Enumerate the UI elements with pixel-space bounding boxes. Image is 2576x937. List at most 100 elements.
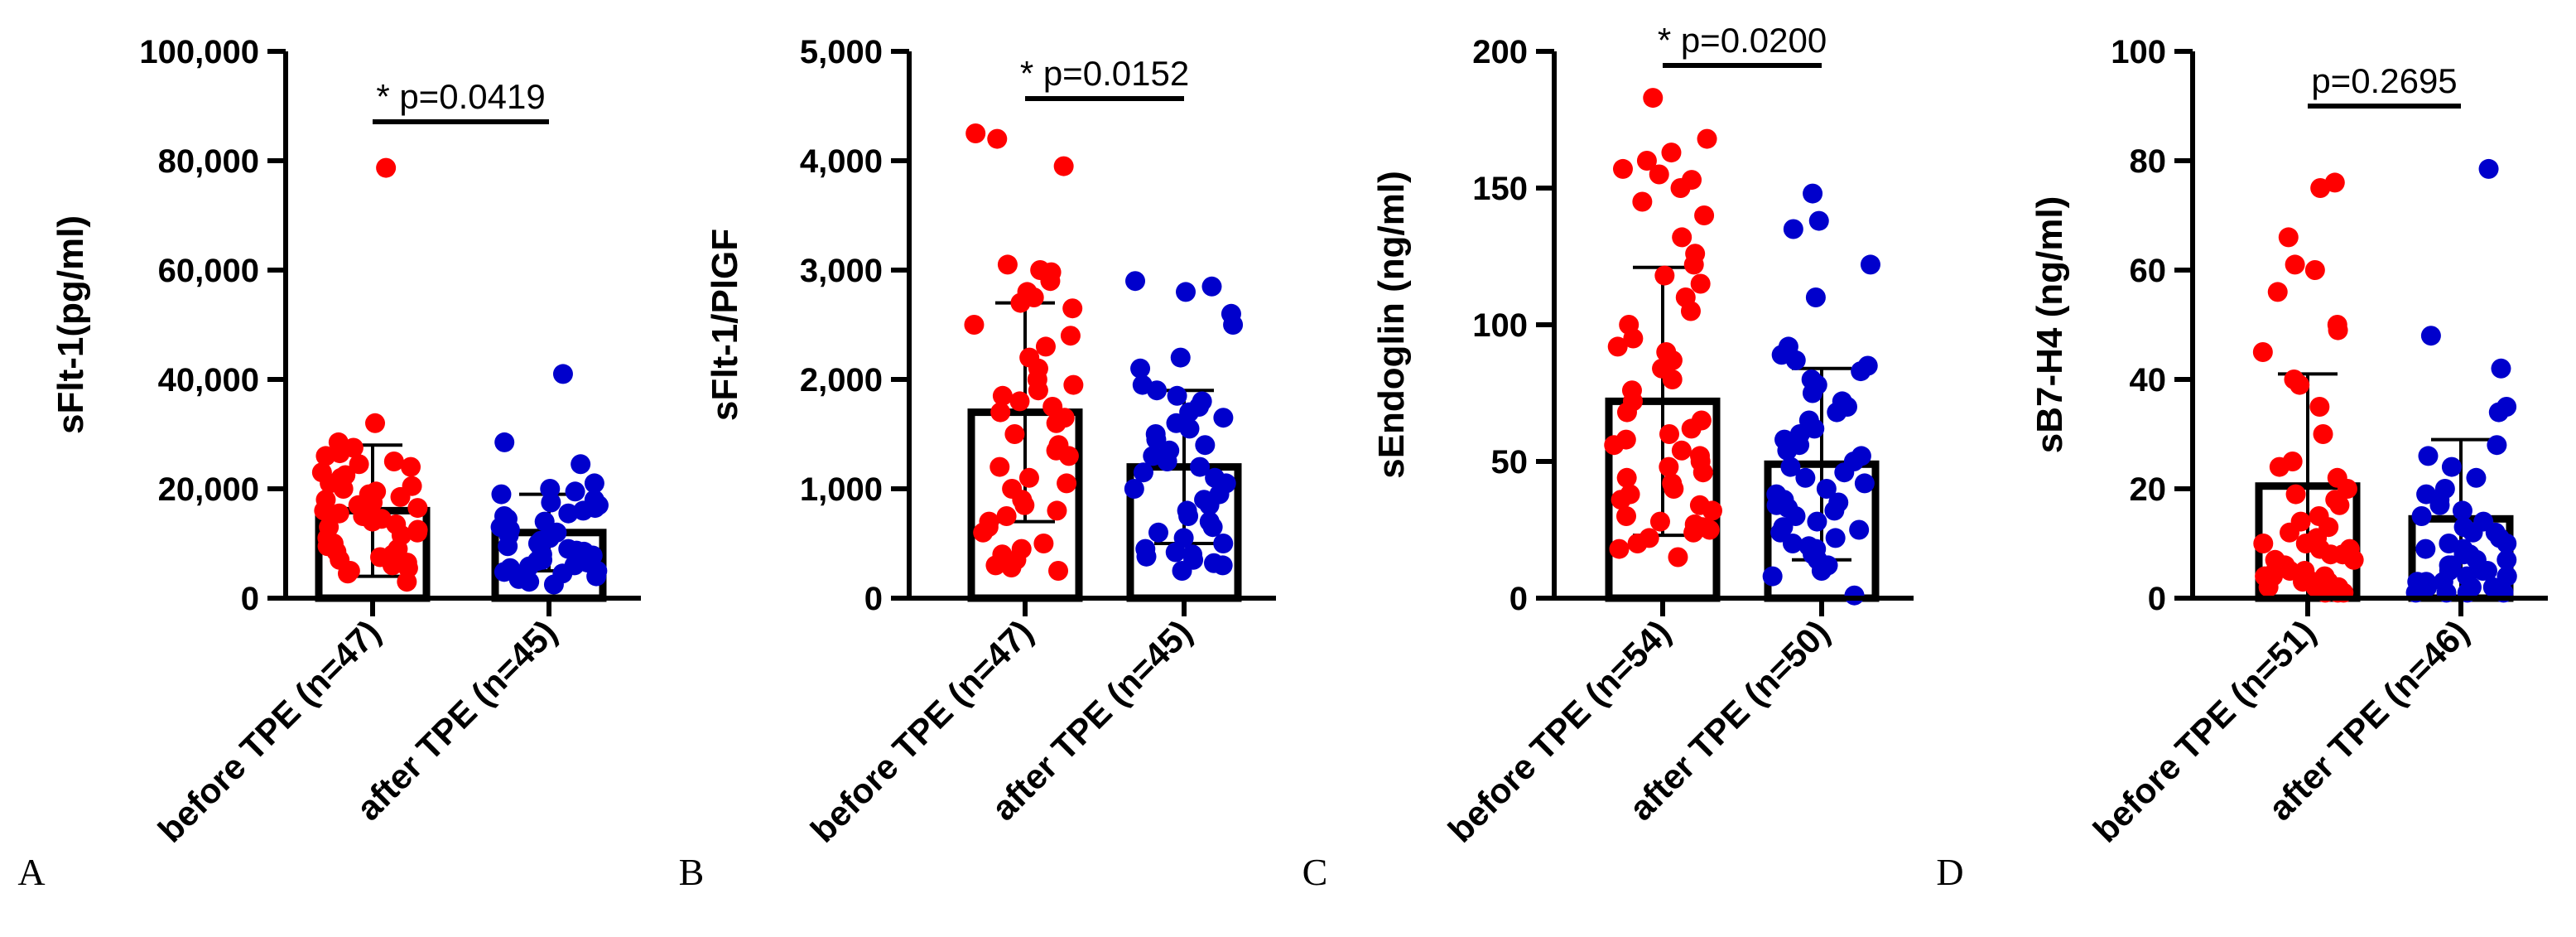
data-point	[1824, 500, 1845, 521]
y-axis-title: sFlt-1/PlGF	[705, 229, 745, 421]
significance-label: * p=0.0152	[1020, 54, 1189, 93]
data-point	[1659, 424, 1679, 444]
data-point	[1125, 271, 1146, 292]
data-point	[376, 157, 397, 178]
data-point	[2463, 522, 2483, 543]
data-point	[1213, 534, 1234, 553]
panel-letter: D	[1936, 851, 1963, 893]
data-point	[2313, 424, 2333, 444]
y-tick-label: 3,000	[800, 253, 883, 289]
data-point	[543, 574, 564, 595]
y-tick-label: 80,000	[158, 143, 259, 180]
y-tick-label: 0	[241, 581, 259, 617]
data-point	[987, 128, 1008, 149]
data-point	[1762, 566, 1783, 587]
data-point	[1001, 558, 1022, 578]
data-point	[2343, 549, 2364, 570]
data-point	[2497, 534, 2517, 553]
data-point	[2267, 282, 2288, 302]
data-point	[990, 402, 1011, 423]
data-point	[2491, 358, 2511, 379]
data-point	[1670, 178, 1691, 198]
data-point	[2258, 577, 2279, 597]
data-point	[2466, 467, 2487, 488]
data-point	[397, 572, 417, 592]
data-point	[2415, 539, 2436, 559]
data-point	[1802, 383, 1822, 403]
data-point	[1212, 555, 1233, 576]
panel-letter: A	[17, 851, 45, 893]
data-point	[1623, 328, 1644, 349]
data-point	[314, 500, 335, 521]
data-point	[1649, 511, 1670, 532]
data-point	[519, 572, 540, 592]
data-point	[1807, 511, 1827, 532]
data-point	[1692, 462, 1713, 483]
data-point	[1201, 276, 1222, 297]
data-point	[1178, 506, 1199, 526]
data-point	[2497, 566, 2517, 587]
data-point	[2329, 495, 2350, 515]
data-point	[1165, 542, 1186, 563]
y-tick-label: 5,000	[800, 34, 883, 70]
data-point	[1213, 408, 1234, 428]
data-point	[964, 315, 985, 335]
data-point	[2487, 435, 2507, 456]
data-point	[1627, 534, 1648, 553]
data-point	[1146, 429, 1167, 450]
data-point	[1671, 440, 1692, 461]
data-point	[1860, 254, 1880, 275]
data-point	[390, 486, 411, 507]
data-point	[1170, 347, 1191, 368]
data-point	[1611, 490, 1631, 510]
data-point	[494, 432, 515, 452]
data-point	[2452, 500, 2472, 521]
data-point	[337, 563, 358, 584]
data-point	[997, 254, 1018, 275]
y-tick-label: 200	[1472, 34, 1528, 70]
data-point	[1672, 227, 1692, 248]
data-point	[1654, 265, 1675, 286]
data-point	[989, 456, 1010, 477]
data-point	[365, 413, 386, 433]
data-point	[498, 536, 518, 557]
data-point	[1046, 413, 1067, 433]
data-point	[2328, 320, 2348, 341]
data-point	[1136, 546, 1157, 567]
data-point	[973, 522, 994, 543]
data-point	[1062, 298, 1083, 319]
y-tick-label: 0	[1509, 581, 1528, 617]
data-point	[1795, 467, 1816, 488]
data-point	[2497, 549, 2517, 570]
y-tick-label: 100	[2111, 34, 2166, 70]
significance-label: p=0.2695	[2311, 61, 2457, 100]
data-point	[1033, 534, 1054, 553]
data-point	[1805, 287, 1826, 307]
category-label: before TPE (n=47)	[151, 612, 388, 850]
data-point	[2488, 402, 2509, 423]
data-point	[1172, 561, 1192, 581]
data-point	[1649, 164, 1669, 185]
data-point	[349, 454, 369, 475]
data-point	[2252, 342, 2273, 362]
data-point	[1130, 358, 1151, 379]
data-point	[1803, 183, 1823, 204]
data-point	[1849, 519, 1870, 540]
data-point	[315, 446, 336, 466]
data-point	[2290, 374, 2310, 395]
data-point	[1148, 522, 1168, 543]
data-point	[2280, 522, 2300, 543]
data-point	[1683, 522, 1704, 543]
data-point	[1661, 142, 1682, 163]
data-point	[1777, 440, 1798, 461]
data-point	[1854, 473, 1875, 494]
data-point	[1053, 156, 1074, 176]
data-point	[1060, 326, 1081, 346]
data-point	[1157, 452, 1177, 471]
data-point	[1694, 205, 1715, 225]
data-point	[1133, 462, 1153, 483]
data-point	[1057, 473, 1077, 494]
y-axis-title: sEndoglin (ng/ml)	[1371, 171, 1412, 479]
data-point	[1827, 402, 1847, 423]
